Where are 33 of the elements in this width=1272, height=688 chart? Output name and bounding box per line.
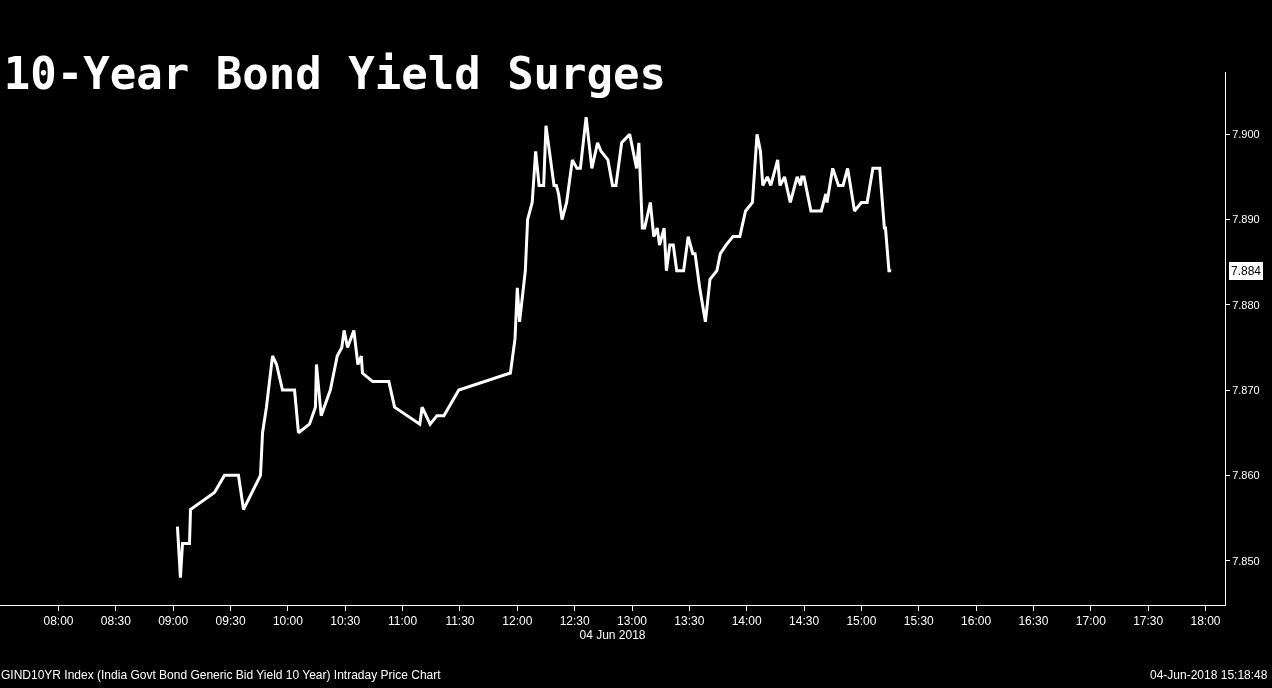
y-tick-label: 7.860 xyxy=(1232,469,1260,482)
x-tick-label: 16:00 xyxy=(961,614,992,629)
x-tick-label: 14:30 xyxy=(789,614,820,629)
x-tick-label: 12:00 xyxy=(502,614,533,629)
x-tick-label: 12:30 xyxy=(559,614,590,629)
x-tick-label: 09:00 xyxy=(158,614,189,629)
x-tick-label: 15:00 xyxy=(846,614,877,629)
x-tick-label: 17:00 xyxy=(1075,614,1107,629)
y-tick-label: 7.890 xyxy=(1232,213,1260,226)
chart-title: 10-Year Bond Yield Surges xyxy=(3,48,667,100)
x-tick-label: 17:30 xyxy=(1133,614,1164,629)
x-tick-label: 10:00 xyxy=(272,614,304,629)
x-tick-label: 13:30 xyxy=(674,614,705,629)
x-tick-label: 16:30 xyxy=(1018,614,1049,629)
x-tick-label: 18:00 xyxy=(1190,614,1221,629)
x-tick-label: 15:30 xyxy=(903,614,935,629)
text: 04-Jun-2018 15:18:48 xyxy=(1150,668,1268,682)
x-tick-label: 09:30 xyxy=(215,614,246,629)
line-series xyxy=(175,115,893,580)
x-tick-label: 11:30 xyxy=(445,614,475,629)
x-tick-label: 13:00 xyxy=(616,614,648,629)
text: GIND10YR Index (India Govt Bond Generic Bid Yield 10 Year) Intraday Price Chart xyxy=(1,668,442,682)
text: 7.884 xyxy=(1231,264,1262,278)
x-axis-title: 04 Jun 2018 xyxy=(579,628,646,643)
y-tick-label: 7.900 xyxy=(1232,128,1260,141)
y-tick-label: 7.870 xyxy=(1232,383,1260,396)
x-tick-label: 08:30 xyxy=(100,614,132,629)
x-tick-label: 14:00 xyxy=(731,614,763,629)
x-tick-label: 11:00 xyxy=(388,614,418,629)
x-tick-label: 08:00 xyxy=(43,614,74,629)
y-tick-label: 7.850 xyxy=(1232,554,1260,567)
x-tick-label: 10:30 xyxy=(330,614,361,629)
y-tick-label: 7.880 xyxy=(1232,298,1260,311)
